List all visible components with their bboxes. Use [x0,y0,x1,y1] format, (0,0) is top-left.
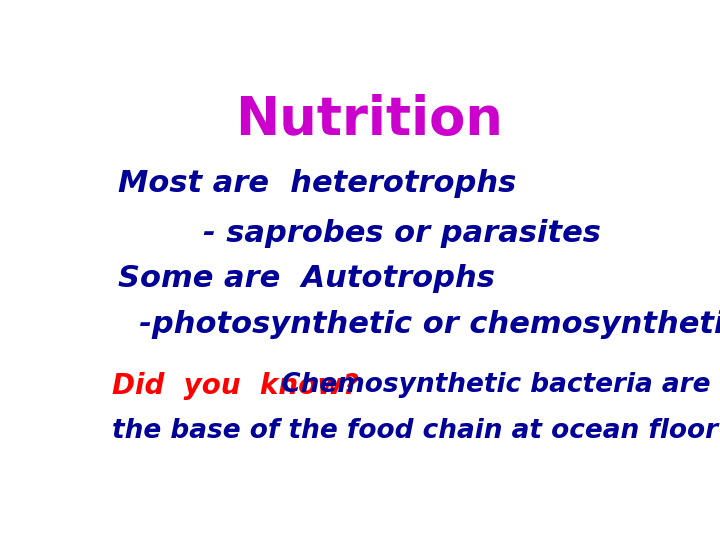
Text: Chemosynthetic bacteria are: Chemosynthetic bacteria are [263,373,711,399]
Text: Did  you  know?: Did you know? [112,373,359,401]
Text: Nutrition: Nutrition [235,94,503,146]
Text: the base of the food chain at ocean floor vents.: the base of the food chain at ocean floo… [112,418,720,444]
Text: Most are  heterotrophs: Most are heterotrophs [118,168,516,198]
Text: -photosynthetic or chemosynthetic: -photosynthetic or chemosynthetic [118,310,720,339]
Text: - saprobes or parasites: - saprobes or parasites [118,219,600,248]
Text: Some are  Autotrophs: Some are Autotrophs [118,265,495,293]
